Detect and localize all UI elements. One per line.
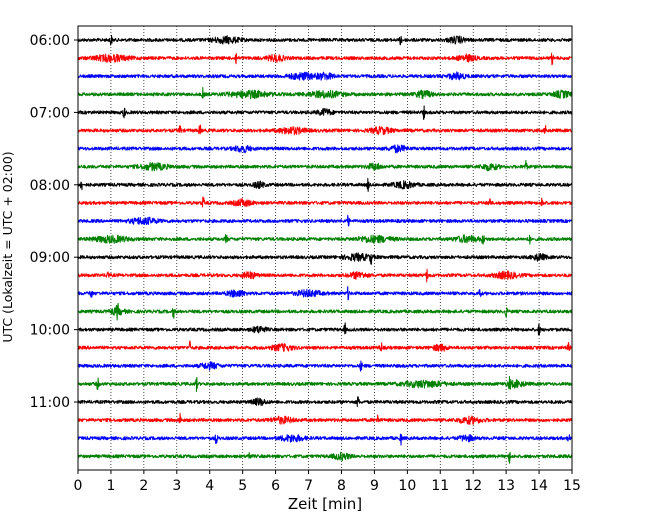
y-tick-label: 07:00	[30, 105, 70, 121]
seismogram-trace	[77, 340, 573, 352]
seismogram-trace	[77, 177, 573, 192]
x-tick-label: 13	[497, 478, 515, 494]
seismogram-trace	[77, 159, 573, 172]
y-tick-label: 11:00	[30, 395, 70, 411]
x-tick-label: 5	[238, 478, 247, 494]
x-tick-label: 2	[139, 478, 148, 494]
seismogram-trace	[77, 322, 573, 336]
seismogram-trace	[77, 433, 573, 446]
x-tick-label: 9	[370, 478, 379, 494]
x-tick-label: 1	[106, 478, 115, 494]
seismogram-trace	[77, 268, 573, 283]
x-tick-label: 4	[205, 478, 214, 494]
seismogram-trace	[77, 451, 573, 464]
x-tick-label: 14	[530, 478, 548, 494]
seismogram-trace	[77, 86, 573, 100]
plot-frame	[77, 25, 573, 471]
seismogram-trace	[77, 360, 573, 372]
x-tick-label: 0	[74, 478, 83, 494]
seismogram-trace	[77, 375, 573, 392]
seismogram-trace	[77, 71, 573, 81]
y-tick-label: 06:00	[30, 33, 70, 49]
seismogram-trace	[77, 412, 573, 425]
seismogram-trace	[77, 396, 573, 408]
y-axis-ticks: 06:00 07:00 08:00 09:00 10:00 11:00	[30, 33, 78, 411]
seismogram-trace	[77, 105, 573, 120]
seismogram-traces	[77, 34, 573, 464]
x-axis-label: Zeit [min]	[288, 495, 362, 513]
x-tick-label: 8	[337, 478, 346, 494]
seismogram-trace	[77, 144, 573, 154]
seismogram-trace	[77, 196, 573, 208]
seismogram-trace	[77, 34, 573, 46]
seismogram-trace	[77, 252, 573, 265]
x-tick-label: 7	[304, 478, 313, 494]
x-axis-ticks: 0 1 2 3 4 5 6 7 8 9 10 11 12 13 14 15	[74, 470, 581, 494]
x-tick-label: 12	[464, 478, 482, 494]
seismogram-trace	[77, 52, 573, 66]
x-tick-label: 6	[271, 478, 280, 494]
y-axis-label: UTC (Lokalzeit = UTC + 02:00)	[0, 151, 15, 342]
seismogram-trace	[77, 214, 573, 227]
y-tick-label: 10:00	[30, 323, 70, 339]
vertical-gridlines	[110, 26, 540, 470]
x-tick-label: 15	[563, 478, 581, 494]
x-tick-label: 10	[398, 478, 416, 494]
seismogram-trace	[77, 234, 573, 245]
y-tick-label: 08:00	[30, 178, 70, 194]
x-tick-label: 3	[172, 478, 181, 494]
seismogram-trace	[77, 302, 573, 321]
x-tick-label: 11	[431, 478, 449, 494]
y-tick-label: 09:00	[30, 250, 70, 266]
seismogram-trace	[77, 124, 573, 136]
seismogram-trace	[77, 286, 573, 301]
